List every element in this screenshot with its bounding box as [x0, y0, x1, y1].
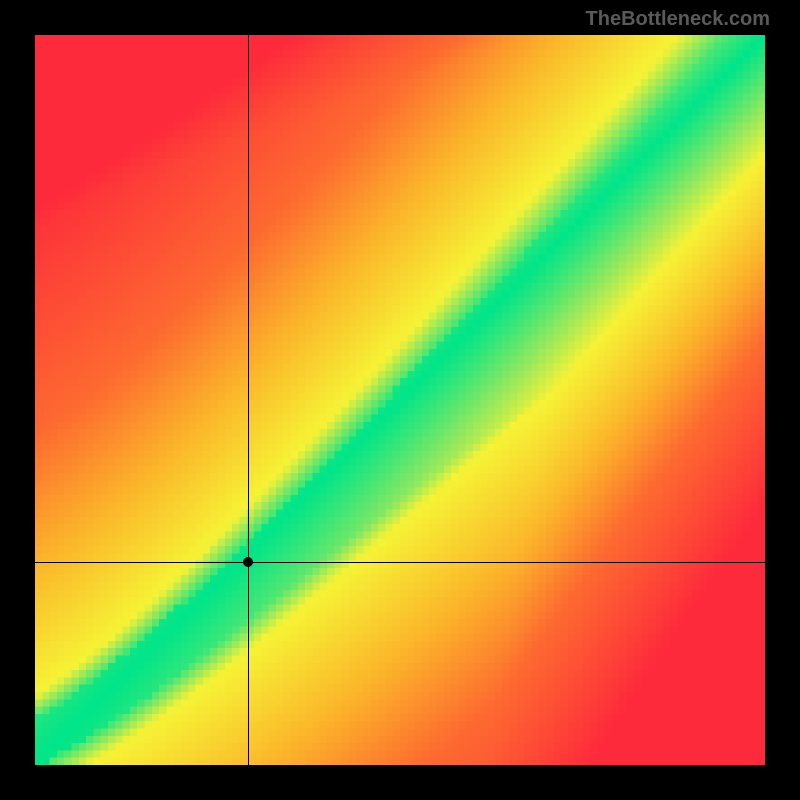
crosshair-vertical	[248, 35, 249, 765]
watermark-text: TheBottleneck.com	[586, 8, 770, 31]
crosshair-horizontal	[35, 562, 765, 563]
crosshair-marker	[243, 557, 253, 567]
plot-area	[35, 35, 765, 765]
chart-container: TheBottleneck.com	[0, 0, 800, 800]
heatmap-canvas	[35, 35, 765, 765]
